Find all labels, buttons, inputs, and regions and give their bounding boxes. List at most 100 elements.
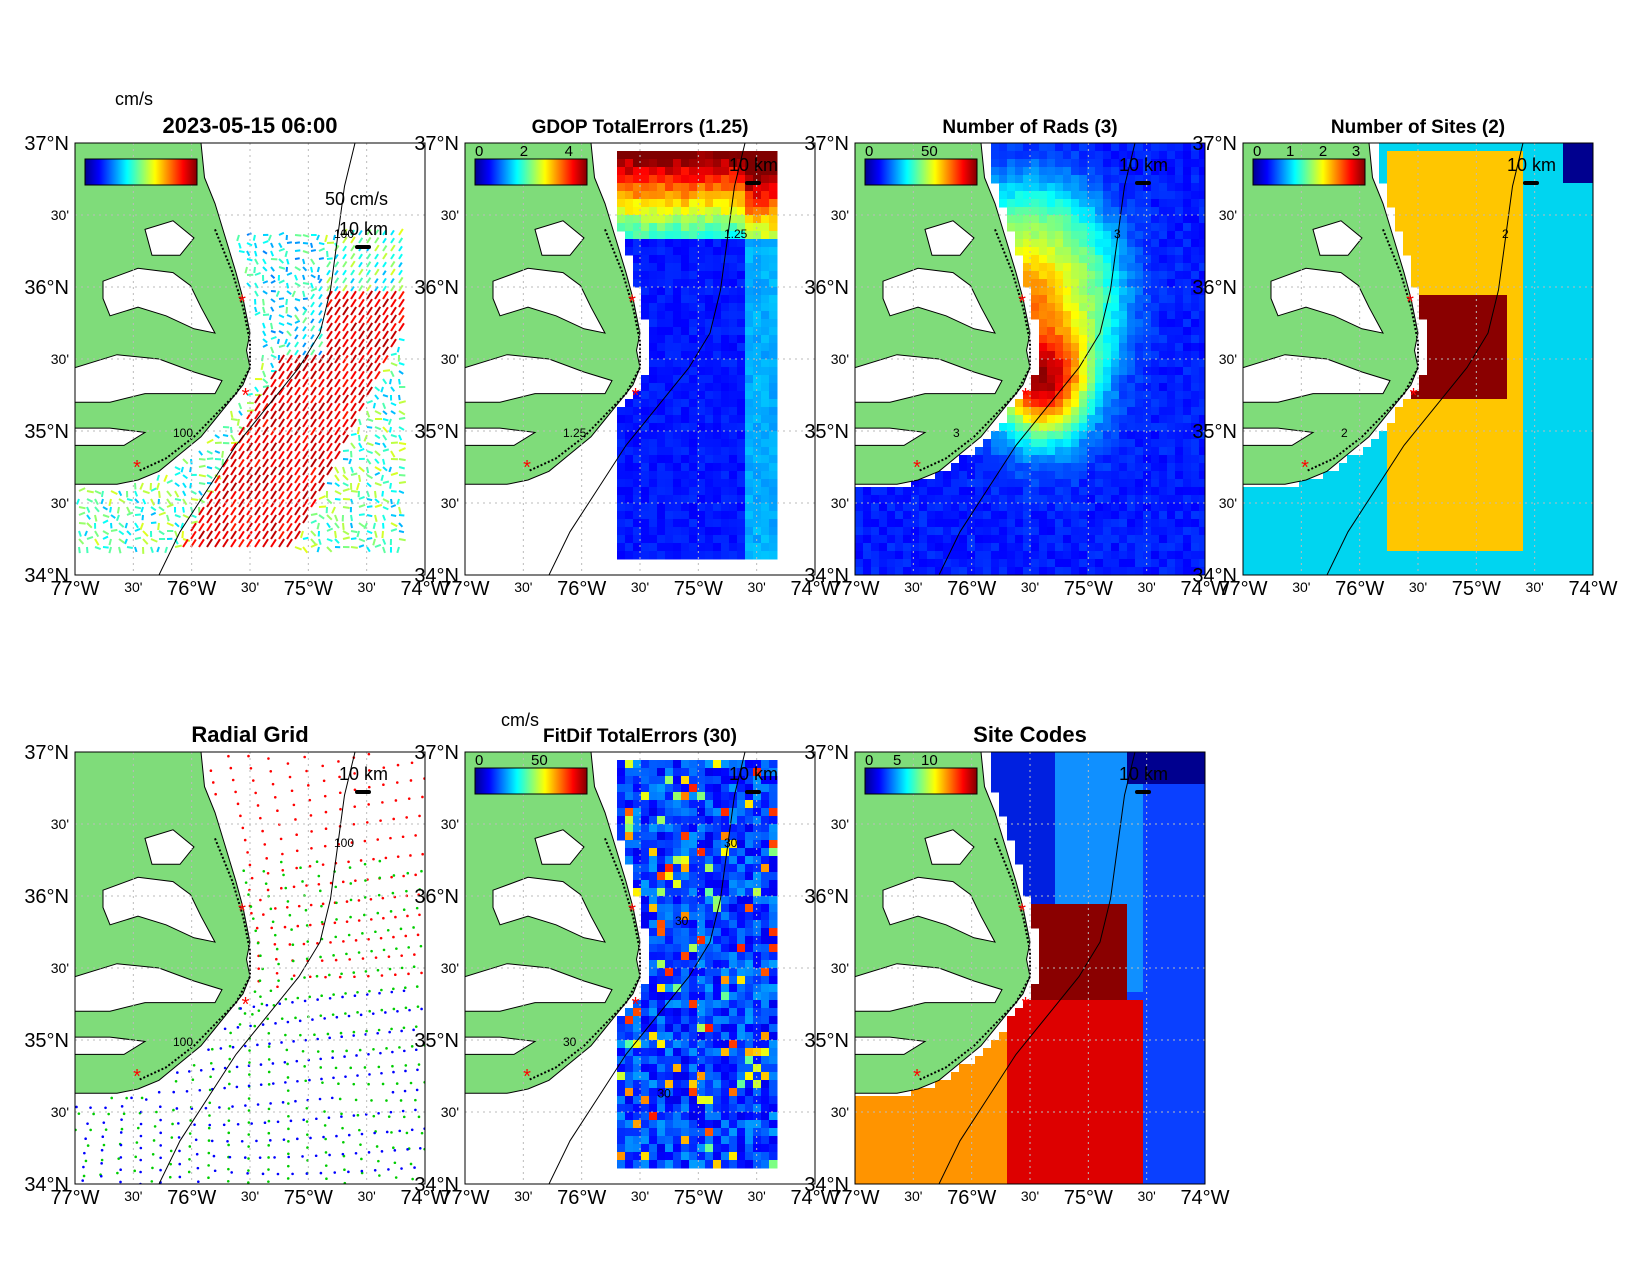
latitude-tick-label: 35°N <box>414 421 459 443</box>
sound-water <box>855 963 1003 1012</box>
latitude-tick-label: 37°N <box>24 133 69 155</box>
axes-frame <box>854 751 1206 1185</box>
site-marker-icon: * <box>913 457 921 479</box>
latitude-tick-label: 35°N <box>804 421 849 443</box>
latitude-tick-label: 30' <box>441 207 459 223</box>
latitude-tick-label: 35°N <box>804 1030 849 1052</box>
map-panel-site-codes: * * * 0 5 10 10 km Site Codes 37°N 30' 36°N 30' 35°N… <box>804 722 1229 1209</box>
contour-label: 2 <box>1502 227 1509 241</box>
latitude-tick-label: 34°N <box>414 565 459 587</box>
sound-water <box>882 876 996 943</box>
site-marker-icon: * <box>238 900 246 922</box>
latitude-tick-label: 30' <box>831 207 849 223</box>
longitude-tick-label: 30' <box>1409 579 1427 595</box>
latitude-tick-label: 30' <box>51 816 69 832</box>
contour-label: 100 <box>173 426 193 440</box>
latitude-tick-label: 36°N <box>414 277 459 299</box>
sound-water <box>1243 354 1391 403</box>
longitude-tick-label: 74°W <box>400 578 449 600</box>
sound-water <box>75 354 223 403</box>
longitude-tick-label: 74°W <box>1568 578 1617 600</box>
barrier-islands <box>137 838 251 1082</box>
barrier-islands <box>527 838 641 1082</box>
map-panel-radial-grid: 100 100 * * * 10 km Radial Grid 37°N 30' 36°N 30' 3… <box>24 722 449 1209</box>
scale-bar <box>745 790 761 794</box>
longitude-tick-label: 74°W <box>400 1187 449 1209</box>
longitude-tick-label: 30' <box>241 579 259 595</box>
barrier-islands <box>917 229 1031 473</box>
longitude-tick-label: 77°W <box>830 578 879 600</box>
colorbar-tick-label: 50 <box>921 143 938 160</box>
data-field <box>617 760 778 1169</box>
colorbar-tick-label: 4 <box>565 143 573 160</box>
site-marker-icon: * <box>913 1066 921 1088</box>
longitude-tick-label: 77°W <box>1218 578 1267 600</box>
latitude-tick-label: 37°N <box>414 742 459 764</box>
sound-water <box>75 963 223 1012</box>
isobath-line <box>548 752 746 1184</box>
contour-label: 1.25 <box>563 426 587 440</box>
site-marker-icon: * <box>632 385 640 407</box>
latitude-tick-label: 30' <box>51 207 69 223</box>
scale-bar <box>745 181 761 185</box>
colorbar-tick-label: 10 <box>921 752 938 769</box>
longitude-tick-label: 30' <box>1292 579 1310 595</box>
sound-water <box>855 427 927 446</box>
colorbar-tick-label: 3 <box>1352 143 1360 160</box>
scale-bar <box>1135 790 1151 794</box>
contour-label: 3 <box>1114 227 1121 241</box>
site-marker-icon: * <box>1018 900 1026 922</box>
panel-title: 2023-05-15 06:00 <box>163 113 338 138</box>
isobath-line <box>158 752 356 1184</box>
colorbar <box>1252 158 1366 186</box>
sound-water <box>534 829 585 865</box>
site-marker-icon: * <box>133 457 141 479</box>
axes-frame <box>1242 142 1594 576</box>
axes-frame <box>74 142 426 576</box>
scale-label: 10 km <box>729 764 778 784</box>
sound-water <box>144 829 195 865</box>
longitude-tick-label: 75°W <box>674 1187 723 1209</box>
site-marker-icon: * <box>133 1066 141 1088</box>
longitude-tick-label: 30' <box>124 579 142 595</box>
scale-bar <box>355 790 371 794</box>
latitude-tick-label: 36°N <box>24 886 69 908</box>
site-marker-icon: * <box>242 994 250 1016</box>
longitude-tick-label: 30' <box>1021 1188 1039 1204</box>
longitude-tick-label: 76°W <box>557 578 606 600</box>
longitude-tick-label: 30' <box>358 1188 376 1204</box>
isobath-line <box>158 143 356 575</box>
longitude-tick-label: 30' <box>1526 579 1544 595</box>
data-field <box>617 151 778 560</box>
latitude-tick-label: 34°N <box>24 1174 69 1196</box>
longitude-tick-label: 30' <box>904 579 922 595</box>
longitude-tick-label: 30' <box>514 579 532 595</box>
axes-frame <box>464 751 816 1185</box>
longitude-tick-label: 30' <box>748 579 766 595</box>
contour-label: 100 <box>173 1035 193 1049</box>
scale-label: 10 km <box>339 764 388 784</box>
isobath-line <box>938 143 1136 575</box>
data-field <box>855 143 1205 575</box>
latitude-tick-label: 30' <box>441 1104 459 1120</box>
barrier-islands <box>137 229 251 473</box>
latitude-tick-label: 36°N <box>1192 277 1237 299</box>
latitude-tick-label: 30' <box>831 816 849 832</box>
sound-water <box>465 1036 537 1055</box>
map-panel-currents: 100 100 * * * cm/s 10 km 50 cm/s 2023-05-15 06:0… <box>24 89 449 600</box>
map-panel-gdop: 1.25 1.25 * * * 0 2 4 10 km GDOP TotalErrors (1.2… <box>414 117 839 600</box>
longitude-tick-label: 76°W <box>167 578 216 600</box>
latitude-tick-label: 35°N <box>24 1030 69 1052</box>
scale-label: 10 km <box>1119 764 1168 784</box>
longitude-tick-label: 30' <box>748 1188 766 1204</box>
latitude-tick-label: 30' <box>441 816 459 832</box>
latitude-tick-label: 36°N <box>804 277 849 299</box>
longitude-tick-label: 76°W <box>557 1187 606 1209</box>
latitude-tick-label: 30' <box>831 351 849 367</box>
colorbar-tick-label: 0 <box>1253 143 1261 160</box>
colorbar-tick-label: 1 <box>1286 143 1294 160</box>
latitude-tick-label: 37°N <box>414 133 459 155</box>
latitude-tick-label: 34°N <box>414 1174 459 1196</box>
